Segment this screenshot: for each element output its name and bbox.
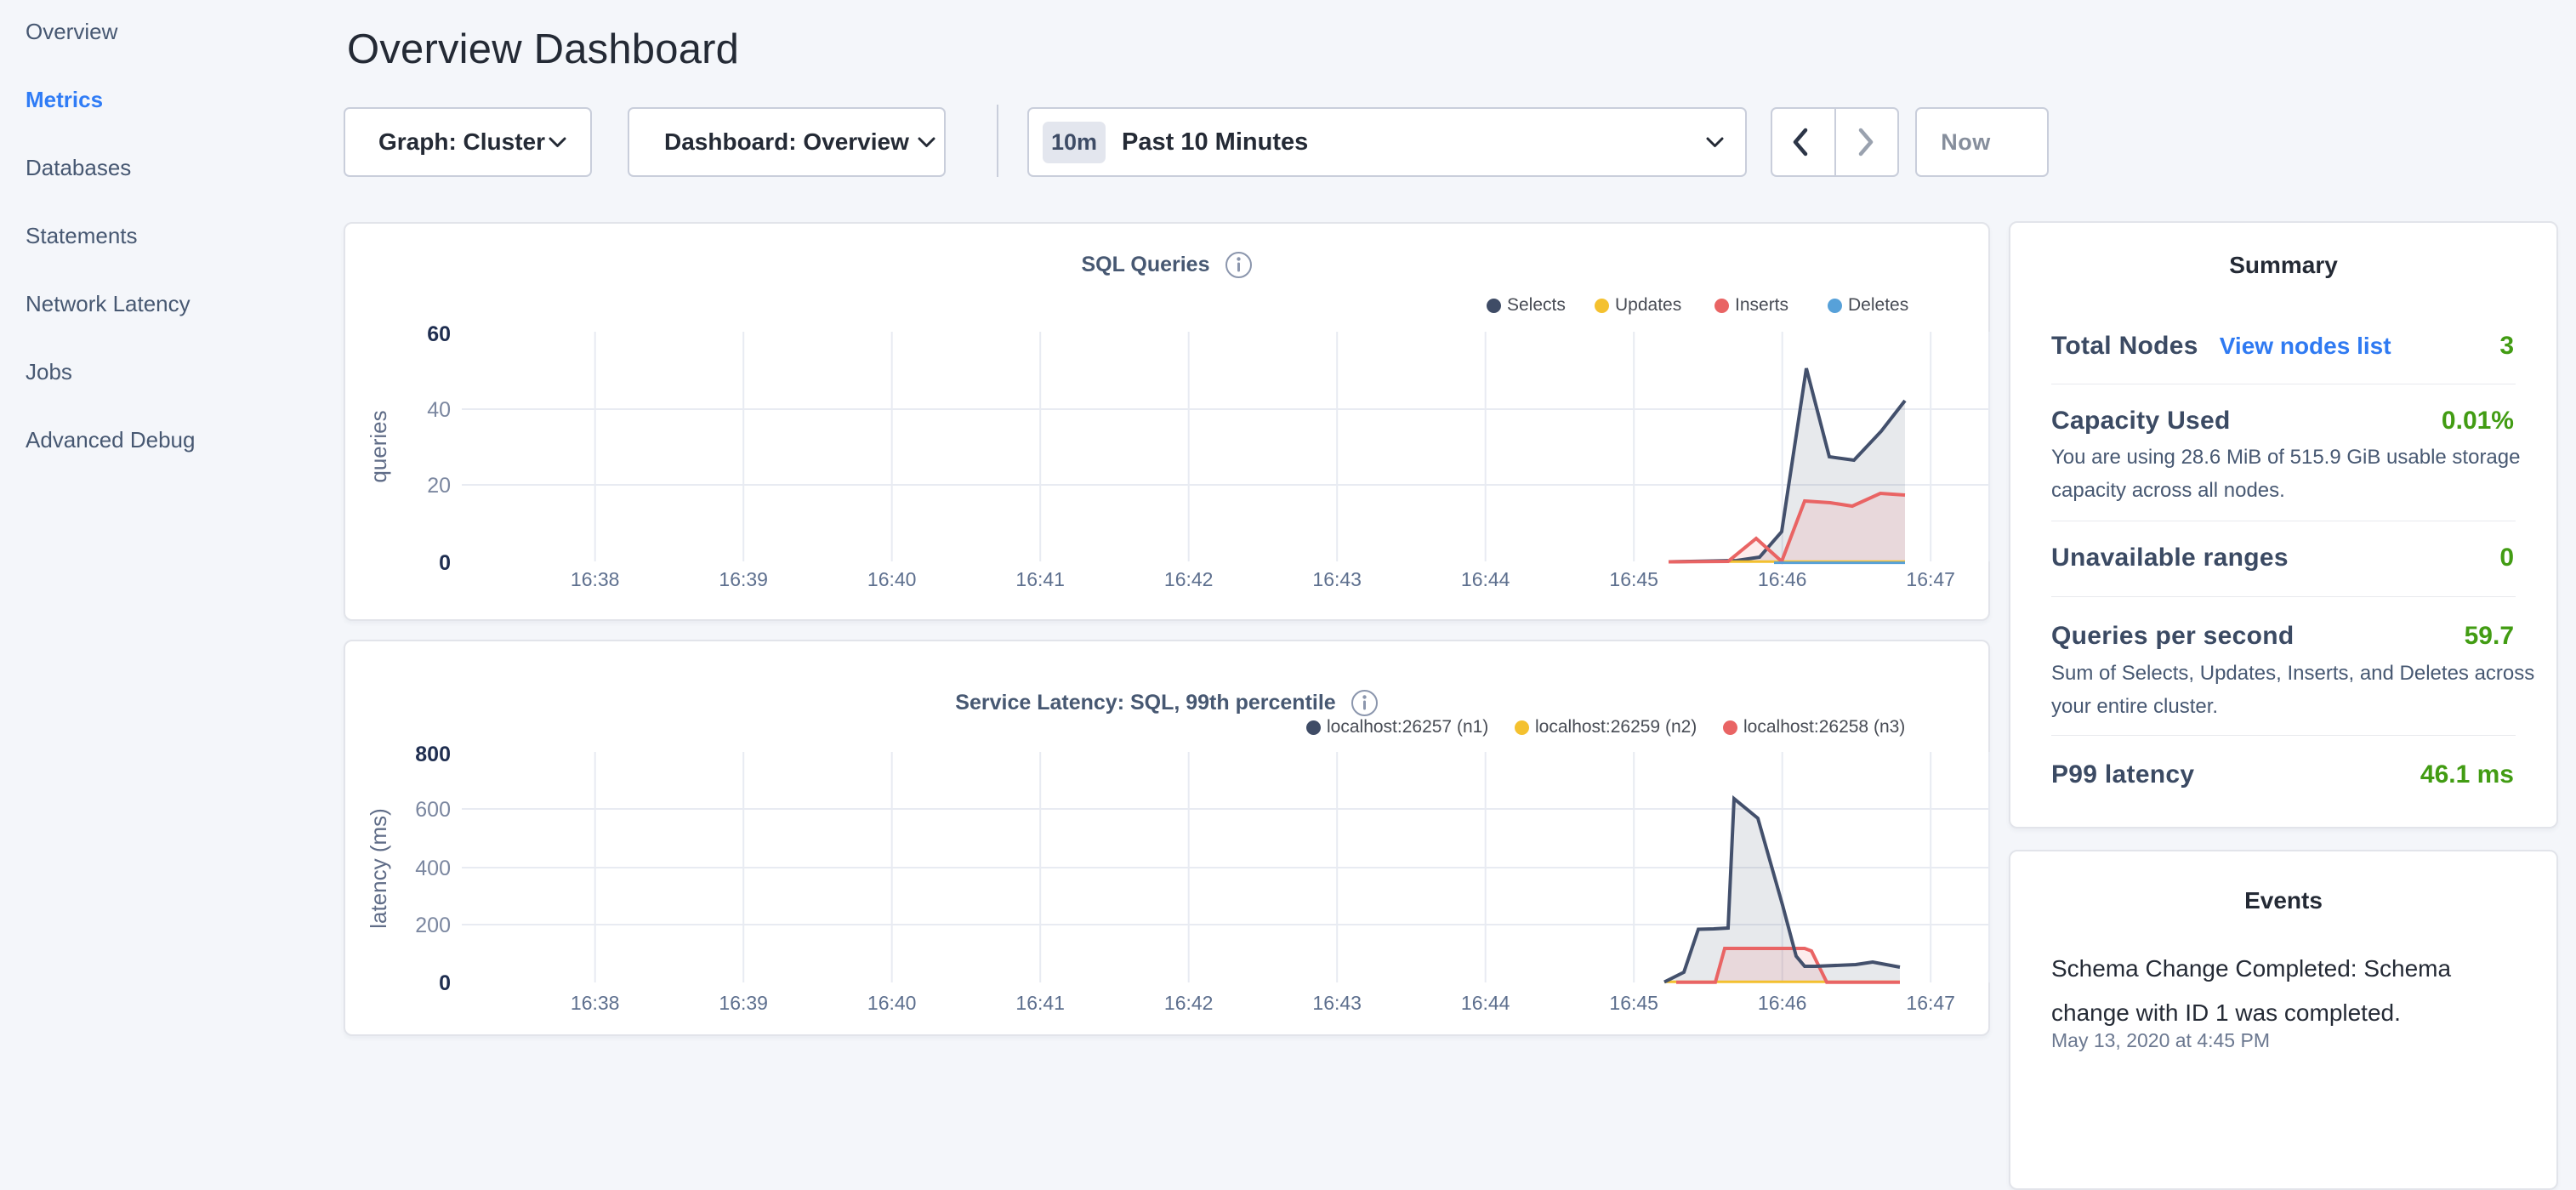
svg-text:800: 800 (415, 743, 451, 766)
svg-text:16:39: 16:39 (719, 568, 768, 590)
svg-text:16:42: 16:42 (1164, 568, 1214, 590)
svg-text:16:43: 16:43 (1312, 992, 1362, 1014)
svg-text:queries: queries (366, 410, 391, 482)
svg-text:16:38: 16:38 (571, 992, 620, 1014)
svg-text:400: 400 (415, 857, 451, 880)
svg-text:16:46: 16:46 (1758, 992, 1807, 1014)
svg-text:16:40: 16:40 (867, 568, 917, 590)
svg-text:40: 40 (427, 398, 451, 422)
svg-text:16:42: 16:42 (1164, 992, 1214, 1014)
svg-text:16:41: 16:41 (1015, 568, 1065, 590)
svg-text:16:39: 16:39 (719, 992, 768, 1014)
svg-text:600: 600 (415, 798, 451, 822)
svg-text:0: 0 (439, 551, 451, 575)
svg-text:16:41: 16:41 (1015, 992, 1065, 1014)
svg-text:16:40: 16:40 (867, 992, 917, 1014)
svg-text:16:45: 16:45 (1609, 568, 1658, 590)
svg-text:16:44: 16:44 (1461, 992, 1510, 1014)
svg-text:20: 20 (427, 474, 451, 498)
svg-text:16:45: 16:45 (1609, 992, 1658, 1014)
svg-text:0: 0 (439, 971, 451, 995)
svg-text:16:43: 16:43 (1312, 568, 1362, 590)
svg-text:16:47: 16:47 (1906, 992, 1955, 1014)
svg-text:16:44: 16:44 (1461, 568, 1510, 590)
svg-text:60: 60 (427, 322, 451, 346)
svg-text:16:47: 16:47 (1906, 568, 1955, 590)
svg-text:200: 200 (415, 914, 451, 937)
svg-text:16:46: 16:46 (1758, 568, 1807, 590)
svg-text:latency (ms): latency (ms) (366, 808, 391, 929)
svg-text:16:38: 16:38 (571, 568, 620, 590)
